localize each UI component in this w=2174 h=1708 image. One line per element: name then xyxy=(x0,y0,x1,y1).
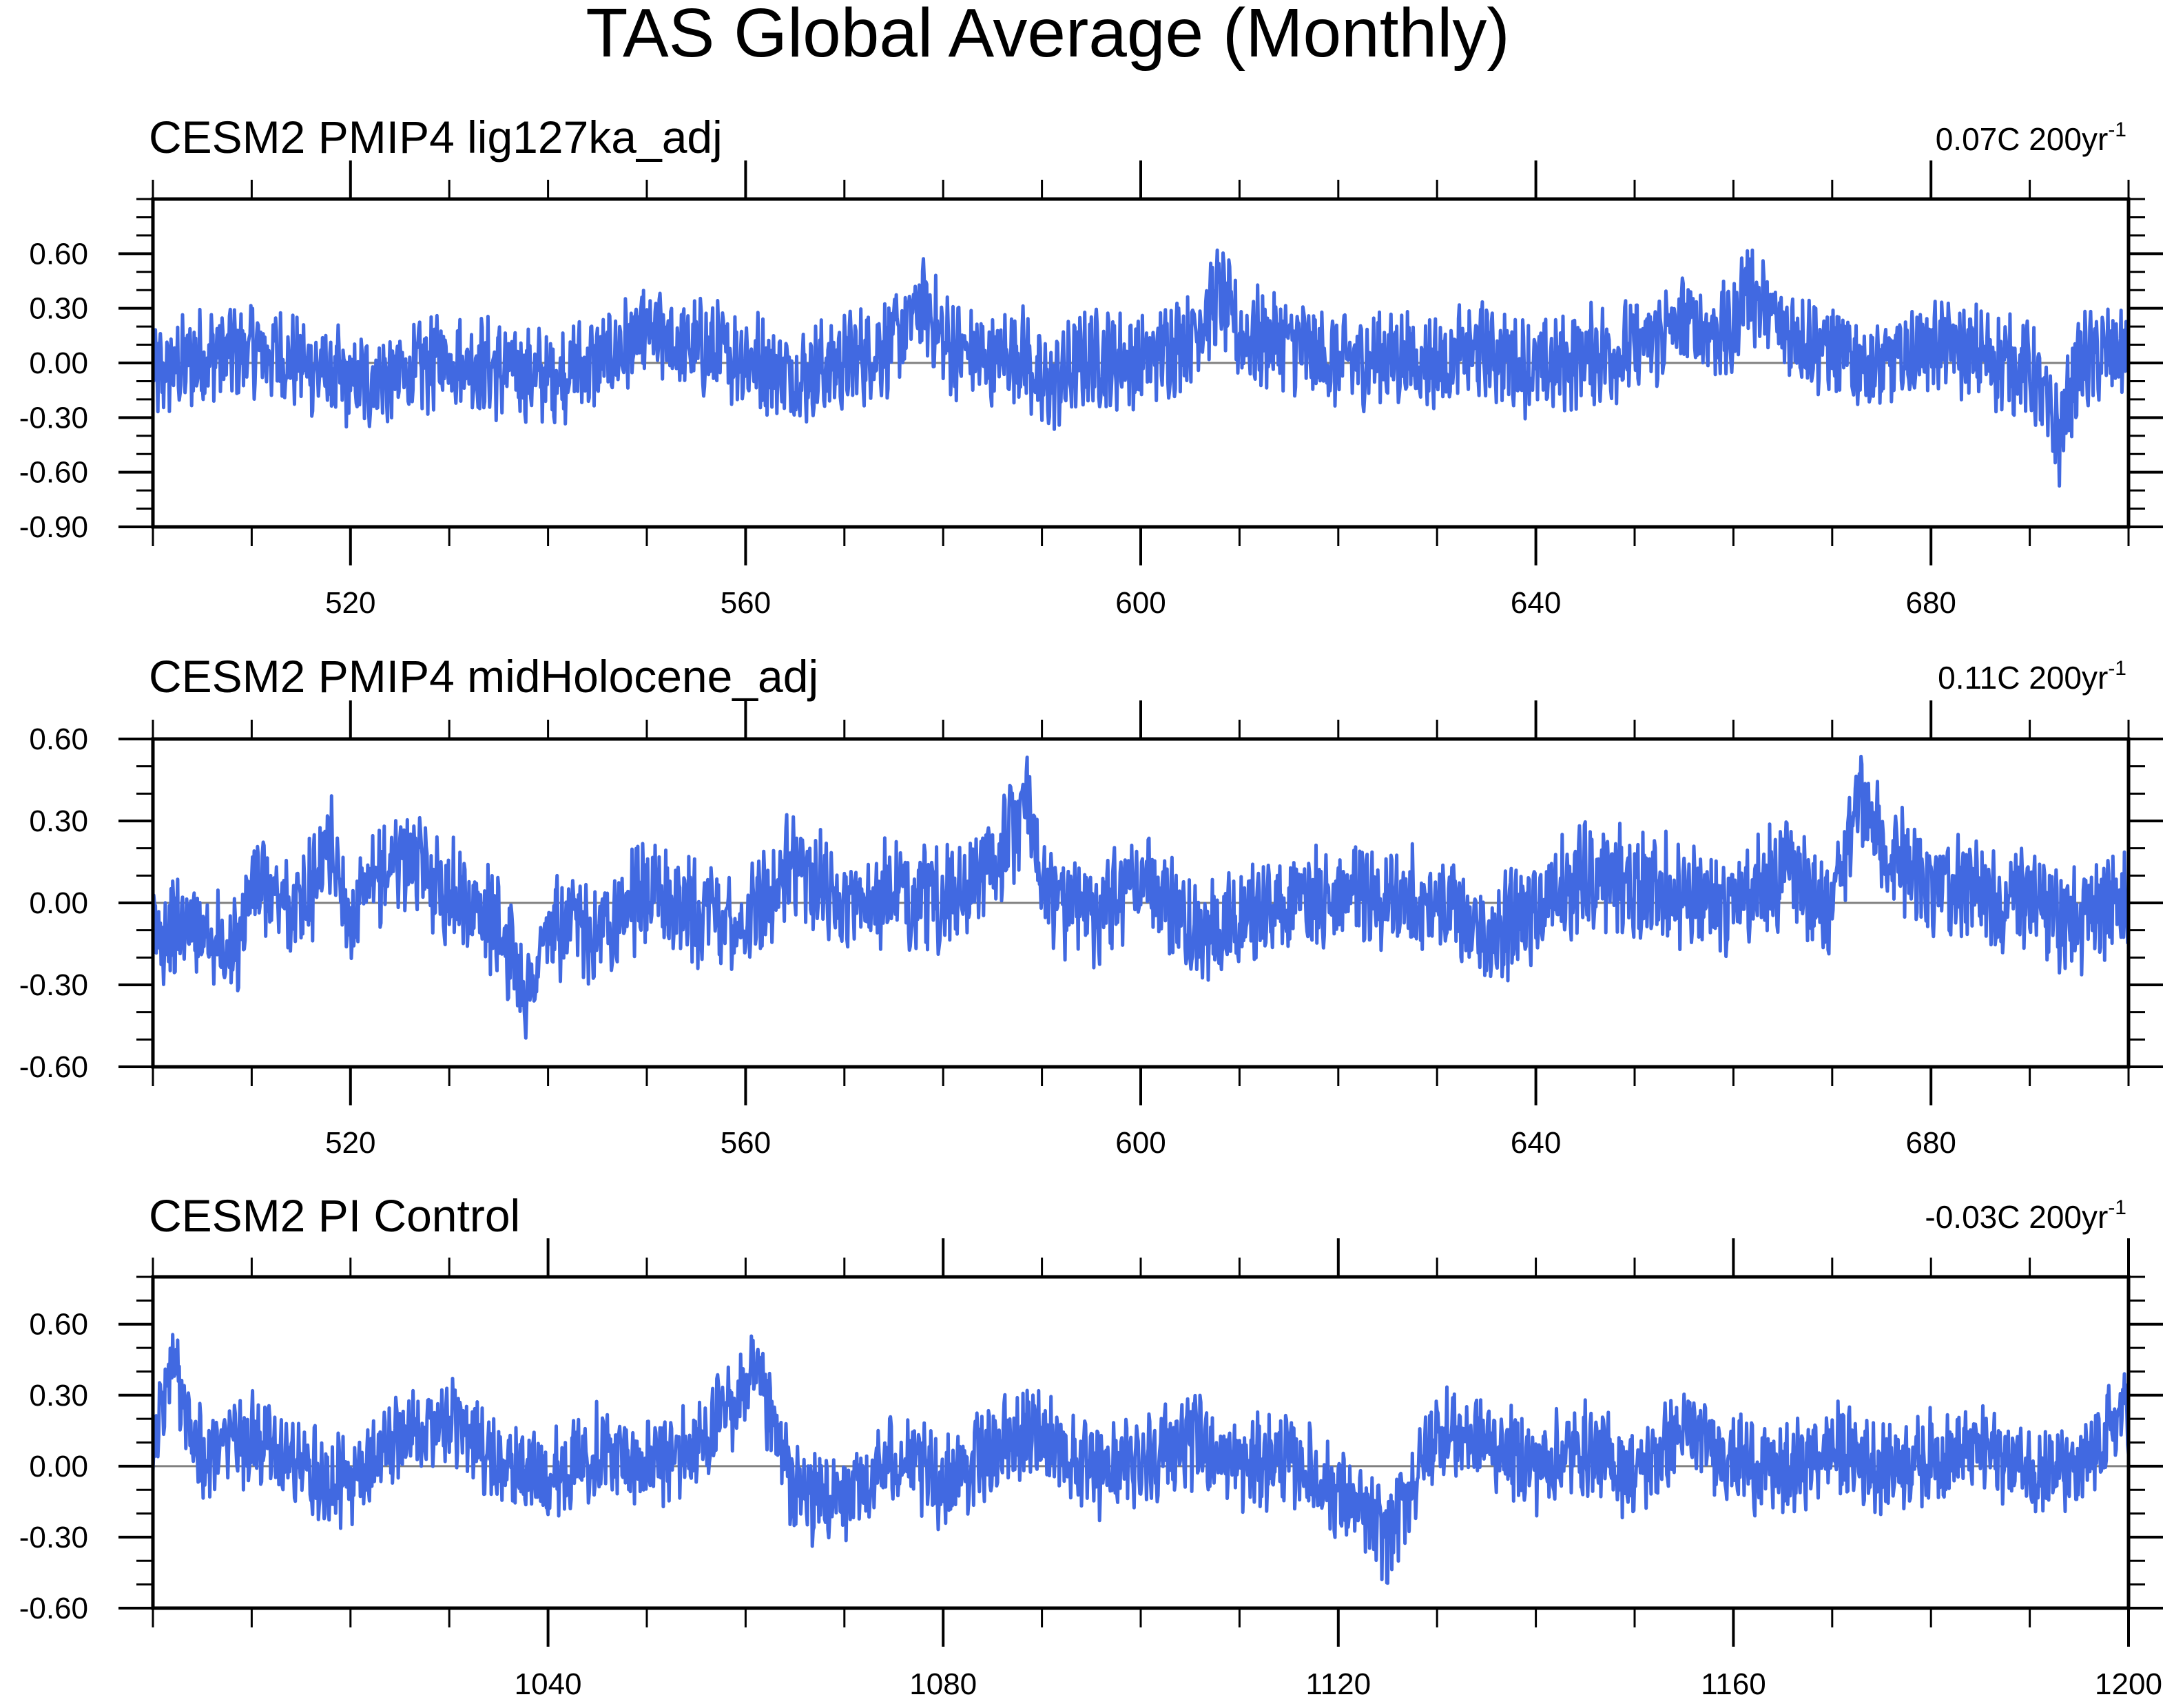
x-tick-label: 560 xyxy=(721,1126,771,1160)
y-tick-label: -0.30 xyxy=(19,1521,88,1554)
panel-title: CESM2 PMIP4 midHolocene_adj xyxy=(149,651,818,702)
panel-pi-control: CESM2 PI Control -0.03C 200yr-1 0.60 0.30… xyxy=(19,1190,2163,1701)
x-tick-label: 680 xyxy=(1905,1126,1956,1160)
x-tick-label: 1160 xyxy=(1701,1667,1766,1701)
y-tick-label: -0.30 xyxy=(19,968,88,1002)
series-line xyxy=(152,754,2131,1040)
y-tick-label: 0.30 xyxy=(29,292,88,326)
x-tick-label: 600 xyxy=(1115,1126,1166,1160)
x-tick-label: 640 xyxy=(1511,1126,1561,1160)
x-tick-label: 640 xyxy=(1511,586,1561,620)
y-tick-label: 0.60 xyxy=(29,722,88,756)
panel-title: CESM2 PI Control xyxy=(149,1190,520,1241)
y-tick-label: 0.60 xyxy=(29,1308,88,1342)
y-tick-label: 0.00 xyxy=(29,346,88,380)
panel-title: CESM2 PMIP4 lig127ka_adj xyxy=(149,112,723,163)
y-tick-label: 0.00 xyxy=(29,886,88,920)
y-tick-label: 0.30 xyxy=(29,1379,88,1413)
series-line xyxy=(151,1333,2131,1585)
y-tick-label: -0.60 xyxy=(19,1050,88,1084)
x-tick-label: 600 xyxy=(1115,586,1166,620)
panel-midholocene: CESM2 PMIP4 midHolocene_adj 0.11C 200yr-… xyxy=(19,651,2163,1160)
x-tick-label: 520 xyxy=(325,1126,375,1160)
y-tick-label: 0.00 xyxy=(29,1450,88,1483)
x-tick-label: 560 xyxy=(721,586,771,620)
trend-label: -0.03C 200yr-1 xyxy=(1925,1196,2126,1235)
trend-label: 0.11C 200yr-1 xyxy=(1938,657,2126,696)
y-tick-label: -0.90 xyxy=(19,510,88,544)
trend-label: 0.07C 200yr-1 xyxy=(1936,118,2126,157)
x-tick-label: 680 xyxy=(1905,586,1956,620)
x-tick-label: 520 xyxy=(325,586,375,620)
y-tick-label: -0.60 xyxy=(19,1592,88,1625)
y-tick-label: 0.60 xyxy=(29,237,88,271)
x-tick-label: 1040 xyxy=(515,1667,582,1701)
series-line xyxy=(151,248,2131,488)
y-tick-label: 0.30 xyxy=(29,804,88,838)
y-tick-label: -0.60 xyxy=(19,456,88,490)
x-tick-label: 1080 xyxy=(909,1667,977,1701)
x-tick-label: 1120 xyxy=(1305,1667,1371,1701)
x-tick-label: 1200 xyxy=(2095,1667,2162,1701)
panel-lig127ka: CESM2 PMIP4 lig127ka_adj 0.07C 200yr-1 0… xyxy=(19,112,2163,620)
chart-title: TAS Global Average (Monthly) xyxy=(586,0,1509,72)
y-tick-label: -0.30 xyxy=(19,401,88,435)
